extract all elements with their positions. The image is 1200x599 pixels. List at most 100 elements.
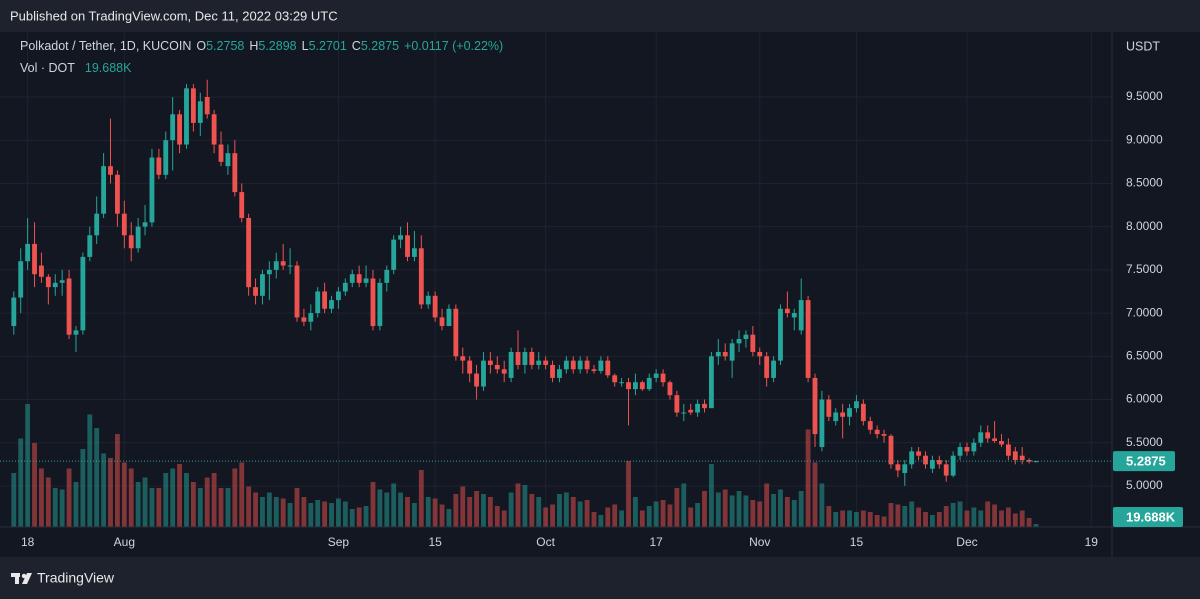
volume-bar [667, 504, 673, 527]
candle-body [667, 382, 673, 396]
volume-bar [515, 483, 521, 527]
candle-body [177, 114, 182, 145]
volume-bar [273, 497, 279, 527]
candle-body [25, 243, 31, 262]
candle-body [391, 239, 397, 270]
volume-bar [529, 494, 535, 527]
volume-bar [239, 462, 245, 527]
volume-bar [232, 468, 238, 527]
volume-bar [294, 488, 300, 527]
candle-body [66, 278, 72, 335]
y-tick-label: 5.0000 [1126, 478, 1163, 492]
volume-bar [743, 495, 749, 527]
volume-bar [108, 458, 113, 527]
volume-bar [418, 470, 424, 527]
candle-body [860, 403, 866, 422]
volume-bar [149, 488, 155, 527]
candle-body [626, 382, 631, 390]
volume-bar [923, 512, 928, 527]
volume-bar [142, 477, 148, 527]
volume-bar [218, 488, 224, 527]
candle-body [598, 360, 604, 371]
candle-body [342, 282, 348, 292]
volume-bar [971, 507, 977, 527]
volume-bar [522, 485, 528, 527]
volume-bar [812, 462, 818, 527]
candle-body [135, 226, 141, 249]
candle-body [108, 166, 113, 175]
candle-body [508, 351, 514, 378]
x-tick-label: Sep [328, 535, 350, 549]
volume-bar [563, 492, 569, 527]
last-price-label: 5.2875 [1126, 454, 1166, 469]
candle-body [529, 351, 535, 365]
volume-badge-label: 19.688K [1126, 509, 1176, 524]
candle-body [570, 360, 576, 370]
ohlc-label: O [196, 39, 206, 53]
candle-body [612, 375, 618, 383]
volume-bar [702, 491, 707, 527]
volume-bar [114, 434, 120, 527]
candle-body [184, 88, 189, 145]
candle-body [1012, 451, 1018, 461]
volume-bar [342, 501, 348, 527]
candle-body [156, 157, 162, 175]
candle-body [425, 295, 431, 305]
volume-bar [329, 503, 334, 527]
x-tick-label: Oct [536, 535, 555, 549]
candle-body [59, 280, 65, 283]
volume-bar [874, 515, 880, 527]
candle-body [674, 395, 680, 413]
volume-bar [121, 462, 127, 527]
candle-body [633, 382, 638, 390]
candle-body [543, 360, 549, 365]
grid [0, 32, 1112, 527]
candle-body [681, 412, 687, 414]
candle-body [474, 373, 479, 387]
candle-body [1033, 461, 1039, 463]
volume-bar [315, 500, 321, 527]
volume-bar [729, 495, 735, 527]
candle-body [591, 369, 597, 371]
x-tick-label: Nov [749, 535, 770, 549]
logo-part [15, 573, 19, 584]
x-tick-label: 18 [21, 535, 35, 549]
candle-body [460, 356, 466, 361]
candle-body [833, 412, 839, 422]
volume-bar [336, 498, 341, 527]
volume-bar [598, 515, 604, 527]
y-tick-label: 8.5000 [1126, 176, 1163, 190]
volume-pane [11, 404, 1039, 527]
x-tick-label: Aug [114, 535, 135, 549]
candle-body [11, 297, 17, 327]
candle-body [784, 308, 790, 314]
volume-bar [391, 483, 397, 527]
volume-bar [453, 494, 459, 527]
y-tick-label: 7.5000 [1126, 262, 1163, 276]
volume-bar [1005, 507, 1011, 527]
logo-part [22, 573, 32, 584]
candle-body [715, 351, 721, 357]
candle-body [764, 356, 770, 378]
volume-bar [950, 503, 956, 527]
brand: TradingView [37, 570, 115, 586]
candle-body [487, 360, 493, 365]
candle-body [356, 274, 362, 283]
volume-bar [32, 443, 37, 527]
candle-body [702, 403, 707, 409]
volume-bar [197, 488, 203, 527]
volume-bar [80, 449, 86, 527]
close-value: 5.2875 [361, 39, 399, 53]
candle-body [266, 269, 272, 275]
volume-bar [992, 504, 998, 527]
candle-body [840, 412, 846, 417]
volume-bar [349, 509, 355, 527]
volume-bar [867, 512, 873, 527]
volume-bar [253, 492, 258, 527]
volume-bar [584, 500, 590, 527]
candle-body [370, 278, 376, 327]
candle-body [653, 373, 659, 378]
ohlc-label: L [302, 39, 309, 53]
